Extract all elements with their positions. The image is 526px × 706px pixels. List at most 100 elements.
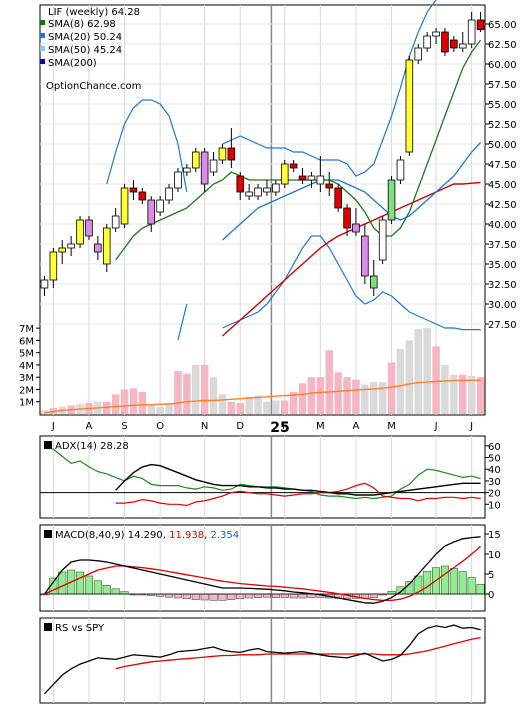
candle-body [280, 163, 289, 185]
rs-line [44, 624, 481, 695]
adx-legend: ADX(14) 28.28 [44, 441, 129, 452]
volume-tick-label: 2M [19, 385, 34, 396]
volume-bar [165, 402, 173, 414]
month-label: S [121, 421, 127, 432]
volume-bar [325, 350, 333, 414]
price-axis-ticks: 65.00 62.50 60.00 57.50 55.00 52.50 50.00 47.50… [40, 20, 517, 331]
candle-body [387, 179, 396, 221]
volume-bar [307, 377, 316, 414]
candle-body [289, 163, 298, 169]
macd-hist-bar [93, 580, 102, 595]
macd-hist-bar [111, 588, 120, 595]
volume-bar [192, 364, 200, 414]
candle-body [245, 191, 253, 197]
adx-tick-label: 10 [488, 500, 501, 511]
rs-legend: RS vs SPY [44, 623, 105, 634]
price-tick-label: 50.00 [488, 140, 517, 151]
chart-title: LIF (weekly) 64.28 [48, 7, 140, 18]
adx-tick-label: 60 [488, 442, 501, 453]
price-tick-label: 30.00 [488, 300, 517, 311]
candle-body [343, 207, 351, 229]
price-legend: LIF (weekly) 64.28 SMA(8) 62.98 SMA(20) 5… [40, 7, 141, 92]
macd-panel-frame [39, 524, 486, 612]
candle-body [467, 19, 476, 45]
volume-bar [352, 379, 360, 414]
month-label: D [236, 421, 244, 432]
adx-swatch [44, 441, 52, 449]
volume-tick-label: 1M [19, 398, 34, 409]
candle-body [396, 159, 405, 181]
volume-bar [459, 374, 467, 414]
candle-body [94, 243, 102, 253]
plus-di-line [44, 445, 481, 500]
macd-hist-bar [476, 584, 485, 595]
volume-bar [245, 396, 253, 414]
macd-signal-line [44, 545, 482, 602]
candle-body [147, 199, 156, 225]
macd-hist-bar [271, 593, 280, 598]
candle-body [254, 187, 262, 197]
price-tick-label: 65.00 [488, 20, 517, 31]
candle-body [476, 19, 485, 31]
macd-hist-bar [191, 593, 200, 600]
legend-swatch [40, 33, 45, 38]
year-label: 25 [270, 420, 289, 436]
sma-long-line [222, 181, 481, 337]
volume-bar [254, 395, 262, 414]
candle-body [414, 47, 423, 61]
volume-bar [316, 377, 325, 414]
month-label: M [387, 421, 396, 432]
macd-tick-label: 0 [488, 590, 494, 601]
price-tick-label: 27.50 [488, 320, 517, 331]
macd-lines [43, 536, 482, 604]
volume-bar [343, 377, 351, 414]
macd-hist-bar [387, 590, 396, 595]
month-label: M [316, 421, 325, 432]
candle-body [156, 199, 164, 213]
rs-average-line [115, 636, 481, 670]
month-label: A [86, 421, 93, 432]
volume-bar [432, 346, 440, 414]
candle-body [298, 175, 307, 181]
macd-hist-bar [440, 565, 449, 595]
volume-bar [281, 400, 289, 414]
month-label: F [282, 421, 288, 432]
candle-body [49, 251, 58, 281]
adx-tick-label: 40 [488, 465, 501, 476]
candle-body [67, 243, 75, 249]
macd-hist-bar [262, 593, 271, 598]
bollinger-lower [222, 235, 481, 331]
candle-body [129, 187, 138, 193]
candle-body [236, 175, 245, 193]
macd-hist-bar [280, 593, 289, 598]
macd-legend: MACD(8,40,9) 14.290, 11.938, 2.354 [44, 530, 239, 541]
macd-hist-bar [245, 593, 254, 599]
volume-bar [200, 364, 209, 414]
adx-lines [44, 445, 481, 507]
macd-hist-bar [218, 593, 227, 601]
price-panel-frame [39, 4, 486, 416]
month-label: J [51, 421, 55, 432]
candlesticks [40, 12, 485, 296]
candle-body [183, 167, 191, 173]
macd-axis-ticks: 15 10 5 0 [485, 530, 501, 601]
macd-hist-bar [165, 593, 174, 598]
volume-bar [476, 377, 485, 414]
macd-tick-label: 15 [488, 530, 501, 541]
volume-bar [138, 391, 147, 414]
price-tick-label: 55.00 [488, 100, 517, 111]
legend-entry: SMA(8) 62.98 [48, 19, 116, 30]
rs-panel-frame [39, 617, 486, 704]
candle-body [227, 147, 236, 161]
macd-hist-bar [209, 593, 218, 601]
candle-body [76, 219, 84, 245]
candle-body [165, 187, 173, 201]
rs-lines [44, 624, 481, 695]
macd-hist-bar [182, 593, 191, 600]
volume-bar [387, 362, 396, 414]
volume-bar [370, 382, 378, 414]
macd-hist-bar [467, 577, 476, 595]
candle-body [263, 187, 271, 193]
